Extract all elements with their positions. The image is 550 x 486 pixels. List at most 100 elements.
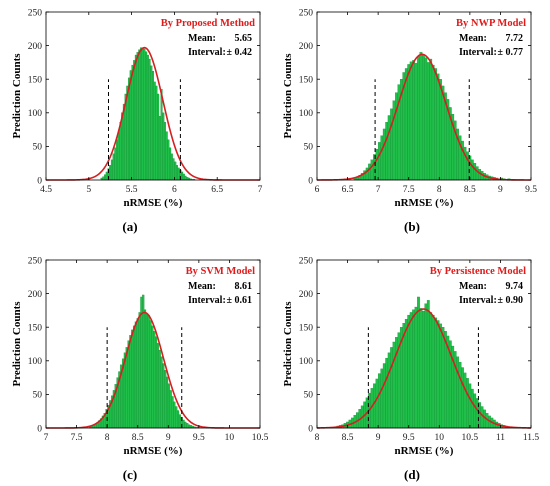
histogram-bar <box>160 89 163 181</box>
histogram-bar <box>138 49 141 181</box>
histogram-bar <box>466 151 469 181</box>
histogram-bar <box>164 370 167 429</box>
x-axis-label: nRMSE (%) <box>124 197 183 209</box>
histogram-bar <box>385 357 389 429</box>
mean-value: 8.61 <box>235 281 253 292</box>
y-axis-label: Prediction Counts <box>282 53 294 139</box>
histogram-bar <box>468 383 472 429</box>
histogram-bar <box>129 70 132 181</box>
fitted-normal-curve <box>317 53 531 181</box>
histogram-bar <box>102 176 105 181</box>
interval-label: Interval: <box>459 47 497 58</box>
y-tick-label: 250 <box>28 256 43 266</box>
histogram-bar <box>441 327 445 429</box>
histogram-bar <box>456 356 460 429</box>
histogram-bar <box>147 314 150 429</box>
histogram-bar <box>436 320 440 429</box>
histogram-bar <box>434 68 437 181</box>
histogram-bar <box>189 425 192 429</box>
plot-frame <box>316 11 532 181</box>
histogram-bar <box>461 367 464 429</box>
histogram-bar <box>426 62 430 181</box>
histogram-bar <box>419 52 423 181</box>
x-tick-label: 9.5 <box>403 433 415 443</box>
mean-value: 7.72 <box>506 33 524 44</box>
histogram-bar <box>417 296 420 429</box>
histogram-bar <box>155 85 158 181</box>
histogram-bar <box>186 423 189 429</box>
mean-label: Mean: <box>188 33 216 44</box>
panel-caption: (a) <box>122 219 137 234</box>
histogram-bar <box>390 347 393 429</box>
histogram-bar <box>470 388 474 429</box>
histogram-bar <box>375 148 379 181</box>
histogram-bar <box>431 314 435 429</box>
histogram-bar <box>409 61 413 181</box>
histogram-bar <box>429 312 433 429</box>
histogram-bar <box>140 296 143 429</box>
y-tick-label: 100 <box>299 109 314 119</box>
fitted-normal-curve <box>316 308 532 429</box>
y-axis-label: Prediction Counts <box>282 301 294 387</box>
histogram-bar <box>140 47 143 181</box>
histogram-bar <box>175 406 178 429</box>
x-tick-label: 5 <box>86 185 91 195</box>
x-axis-label: nRMSE (%) <box>395 445 454 457</box>
histogram-bar <box>444 331 447 429</box>
mean-label: Mean: <box>459 33 487 44</box>
panel-caption: (d) <box>404 467 420 482</box>
chart-panel-b: 6 6.5 7 7.5 8 8.5 9 9.5 0 50 100 150 200 250 nRMSE (%)… <box>282 8 537 234</box>
y-tick-label: 100 <box>299 357 314 367</box>
y-tick-label: 250 <box>299 256 314 266</box>
histogram-bar <box>373 383 376 429</box>
histogram-bar <box>169 390 172 429</box>
histogram-bar <box>148 58 151 181</box>
y-axis-label: Prediction Counts <box>11 301 23 387</box>
x-tick-label: 6 <box>315 185 320 195</box>
x-tick-label: 8 <box>437 185 442 195</box>
histogram-bar <box>470 159 474 181</box>
panel-title: By Persistence Model <box>430 266 526 277</box>
x-tick-label: 9 <box>498 185 503 195</box>
histogram-bar <box>141 47 144 181</box>
histogram-bar <box>172 158 175 181</box>
histogram-bar <box>431 64 435 181</box>
histogram-bar <box>167 139 170 181</box>
histogram-bar <box>136 52 139 181</box>
mean-value: 9.74 <box>506 281 524 292</box>
x-tick-label: 7 <box>258 185 263 195</box>
chart-panel-d: 8 8.5 9 9.5 10 10.5 11 11.5 0 50 100 150 200 250 nRMSE… <box>282 256 539 482</box>
histogram-bar <box>129 335 132 429</box>
histogram-bar <box>186 177 189 181</box>
histogram-bar <box>116 139 119 181</box>
histogram-bar <box>377 373 381 429</box>
histogram-bar <box>392 341 396 429</box>
x-tick-label: 11 <box>496 433 505 443</box>
y-axis-label: Prediction Counts <box>11 53 23 139</box>
histogram-bar <box>424 57 428 181</box>
histogram-bar <box>466 378 469 429</box>
histogram-bar <box>167 383 170 429</box>
y-tick-label: 100 <box>28 357 43 367</box>
histogram-bar <box>177 167 180 181</box>
histogram-bar <box>419 308 423 429</box>
x-tick-label: 10 <box>225 433 235 443</box>
histogram-bar <box>134 54 137 181</box>
histogram-bar <box>412 60 415 181</box>
interval-label: Interval: <box>188 47 226 58</box>
histogram-bar <box>404 68 408 181</box>
histogram-bar <box>134 321 137 429</box>
interval-value: ± 0.42 <box>227 47 253 58</box>
histogram-bar <box>429 58 433 181</box>
x-tick-label: 6.5 <box>342 185 354 195</box>
mean-value: 5.65 <box>235 33 253 44</box>
x-tick-label: 6.5 <box>211 185 223 195</box>
histogram-bar <box>390 108 393 181</box>
histogram-bar <box>131 64 134 181</box>
histogram-bar <box>182 419 185 429</box>
histogram-bar <box>158 349 161 429</box>
x-tick-label: 8 <box>105 433 110 443</box>
histogram-bar <box>404 318 408 429</box>
histogram-bar <box>480 406 484 429</box>
histogram-bar <box>149 320 152 429</box>
